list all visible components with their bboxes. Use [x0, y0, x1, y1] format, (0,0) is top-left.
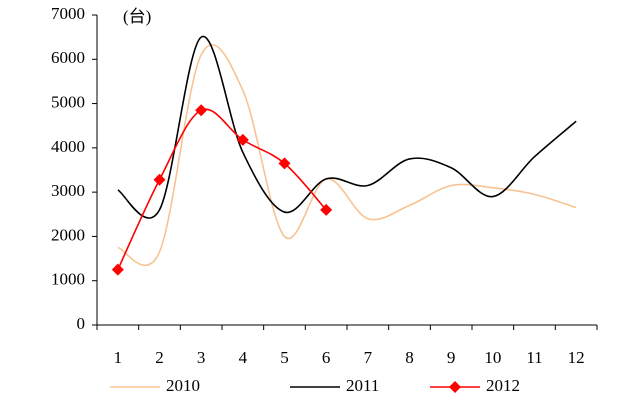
x-tick-label: 11: [526, 348, 542, 367]
x-tick-label: 10: [484, 348, 501, 367]
y-tick-label: 4000: [51, 137, 85, 156]
legend-marker: [449, 381, 461, 393]
point-marker: [236, 133, 249, 146]
x-tick-label: 2: [155, 348, 164, 367]
y-tick-label: 5000: [51, 92, 85, 111]
point-marker: [111, 263, 124, 276]
series-line: [117, 44, 577, 267]
x-tick-label: 8: [405, 348, 414, 367]
x-tick-label: 7: [364, 348, 373, 367]
y-tick-label: 0: [77, 314, 86, 333]
x-tick-label: 3: [197, 348, 206, 367]
legend-label: 2011: [346, 376, 379, 395]
y-tick-label: 3000: [51, 181, 85, 200]
x-tick-label: 5: [280, 348, 289, 367]
point-marker: [320, 203, 333, 216]
x-tick-label: 9: [447, 348, 456, 367]
series-line: [117, 108, 327, 270]
legend-label: 2012: [486, 376, 520, 395]
point-marker: [278, 157, 291, 170]
unit-label: (台): [123, 7, 151, 26]
point-marker: [153, 173, 166, 186]
x-tick-label: 12: [568, 348, 585, 367]
x-tick-label: 4: [239, 348, 248, 367]
y-tick-label: 7000: [51, 4, 85, 23]
y-tick-label: 6000: [51, 48, 85, 67]
y-tick-label: 2000: [51, 225, 85, 244]
x-tick-label: 6: [322, 348, 331, 367]
series-line: [117, 35, 577, 219]
point-marker: [195, 104, 208, 117]
y-tick-label: 1000: [51, 270, 85, 289]
legend-label: 2010: [166, 376, 200, 395]
x-tick-label: 1: [114, 348, 123, 367]
